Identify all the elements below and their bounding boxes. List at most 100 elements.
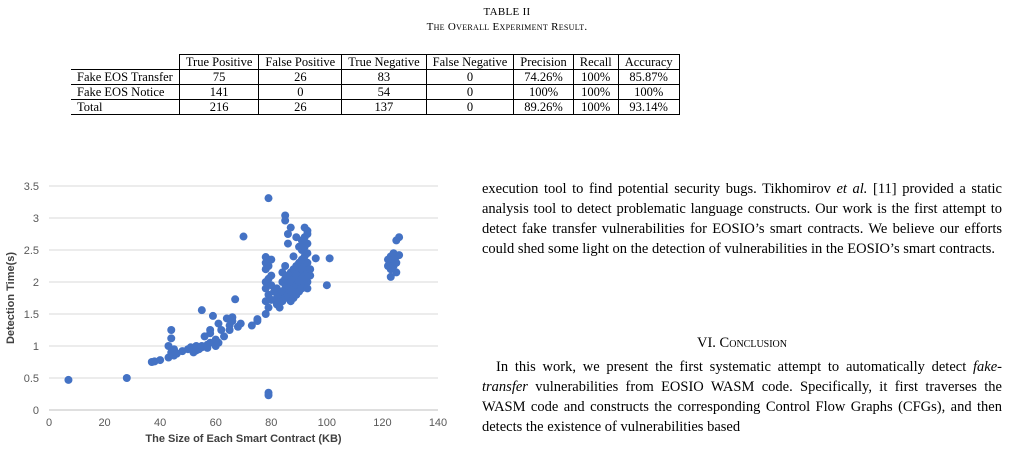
table-cell: 89.26%	[513, 99, 574, 115]
data-point	[264, 391, 273, 400]
section-heading: VI. Conclusion	[697, 335, 787, 351]
data-point	[281, 216, 290, 225]
y-tick-label: 0.5	[24, 373, 39, 385]
data-point	[217, 326, 226, 334]
x-tick-label: 140	[429, 417, 447, 429]
table-cell: 100%	[513, 84, 574, 100]
data-point	[167, 326, 176, 334]
data-point	[386, 272, 395, 281]
data-point	[306, 265, 315, 274]
table-cell: 100%	[572, 69, 619, 85]
results-table: True Positive False Positive True Negati…	[71, 54, 680, 115]
p1-etal: et al.	[836, 181, 868, 197]
x-tick-label: 100	[318, 417, 336, 429]
table-cell: 0	[425, 84, 515, 100]
data-point	[214, 338, 223, 347]
table-caption-title: The Overall Experiment Result.	[426, 21, 588, 33]
data-point	[156, 356, 165, 365]
header-false-negative: False Negative	[425, 54, 515, 70]
data-point	[275, 303, 284, 312]
header-true-positive: True Positive	[178, 54, 260, 70]
data-point	[206, 329, 215, 338]
y-axis-label: Detection Time(s)	[5, 252, 17, 344]
data-point	[383, 262, 392, 270]
x-tick-label: 120	[373, 417, 391, 429]
header-true-negative: True Negative	[341, 54, 427, 70]
data-point	[231, 295, 240, 304]
y-tick-label: 1	[33, 341, 39, 353]
row-label: Fake EOS Transfer	[71, 69, 180, 85]
table-cell: 75	[178, 69, 260, 85]
data-point	[208, 311, 217, 320]
data-point	[303, 226, 312, 235]
data-point	[261, 310, 270, 318]
data-point	[283, 239, 292, 248]
table-cell: 0	[258, 84, 343, 100]
table-corner	[71, 54, 180, 70]
table-cell: 93.14%	[617, 99, 680, 115]
row-label: Fake EOS Notice	[71, 84, 180, 100]
header-accuracy: Accuracy	[617, 54, 680, 70]
table-cell: 0	[425, 69, 515, 85]
data-point	[267, 255, 276, 264]
x-tick-label: 80	[265, 417, 277, 429]
data-point	[395, 251, 404, 260]
data-point	[225, 326, 234, 334]
data-point	[264, 194, 273, 203]
header-precision: Precision	[513, 54, 574, 70]
table-caption-number: TABLE II	[483, 6, 531, 18]
table-cell: 83	[341, 69, 427, 85]
table-cell: 100%	[617, 84, 680, 100]
table-cell: 26	[258, 99, 343, 115]
conclusion-paragraph: In this work, we present the first syste…	[482, 357, 1002, 437]
table-row: Fake EOS Transfer 75 26 83 0 74.26% 100%…	[71, 69, 680, 85]
x-tick-label: 60	[210, 417, 222, 429]
table-cell: 137	[341, 99, 427, 115]
p2-text-a: In this work, we present the first syste…	[496, 359, 974, 375]
data-point	[267, 271, 276, 280]
x-axis-label: The Size of Each Smart Contract (KB)	[145, 433, 342, 445]
header-recall: Recall	[572, 54, 619, 70]
data-point	[306, 271, 315, 280]
data-point	[264, 303, 273, 312]
data-point	[303, 249, 312, 258]
data-point	[122, 374, 131, 382]
data-point	[167, 334, 176, 343]
table-row: Fake EOS Notice 141 0 54 0 100% 100% 100…	[71, 84, 680, 100]
data-point	[303, 239, 312, 248]
data-point	[228, 313, 237, 322]
table-row: Total 216 26 137 0 89.26% 100% 93.14%	[71, 99, 680, 115]
table-cell: 74.26%	[513, 69, 574, 85]
related-work-paragraph: execution tool to find potential securit…	[482, 179, 1002, 259]
data-point	[264, 262, 273, 270]
data-point	[283, 230, 292, 238]
data-point	[303, 258, 312, 267]
p1-text-a: execution tool to find potential securit…	[482, 181, 837, 197]
data-point	[197, 306, 206, 315]
data-point	[383, 255, 392, 264]
data-point	[239, 232, 248, 241]
table-cell: 85.87%	[617, 69, 680, 85]
data-point	[322, 281, 331, 290]
table-cell: 54	[341, 84, 427, 100]
data-point	[281, 262, 290, 270]
x-tick-label: 0	[46, 417, 52, 429]
data-point	[64, 375, 73, 384]
table-cell: 0	[425, 99, 515, 115]
x-tick-label: 20	[98, 417, 110, 429]
y-tick-label: 0	[33, 405, 39, 417]
p2-emphasis: fake-transfer	[482, 359, 1002, 395]
data-point	[289, 252, 298, 261]
y-tick-label: 2	[33, 277, 39, 289]
data-point	[395, 233, 404, 242]
data-point	[247, 321, 256, 330]
table-cell: 26	[258, 69, 343, 85]
data-point	[253, 315, 262, 324]
table-cell: 100%	[572, 84, 619, 100]
y-tick-label: 3.5	[24, 181, 39, 193]
data-point	[311, 254, 320, 263]
data-point	[214, 319, 223, 328]
row-label: Total	[71, 99, 180, 115]
data-point	[392, 258, 401, 267]
y-tick-label: 2.5	[24, 245, 39, 257]
